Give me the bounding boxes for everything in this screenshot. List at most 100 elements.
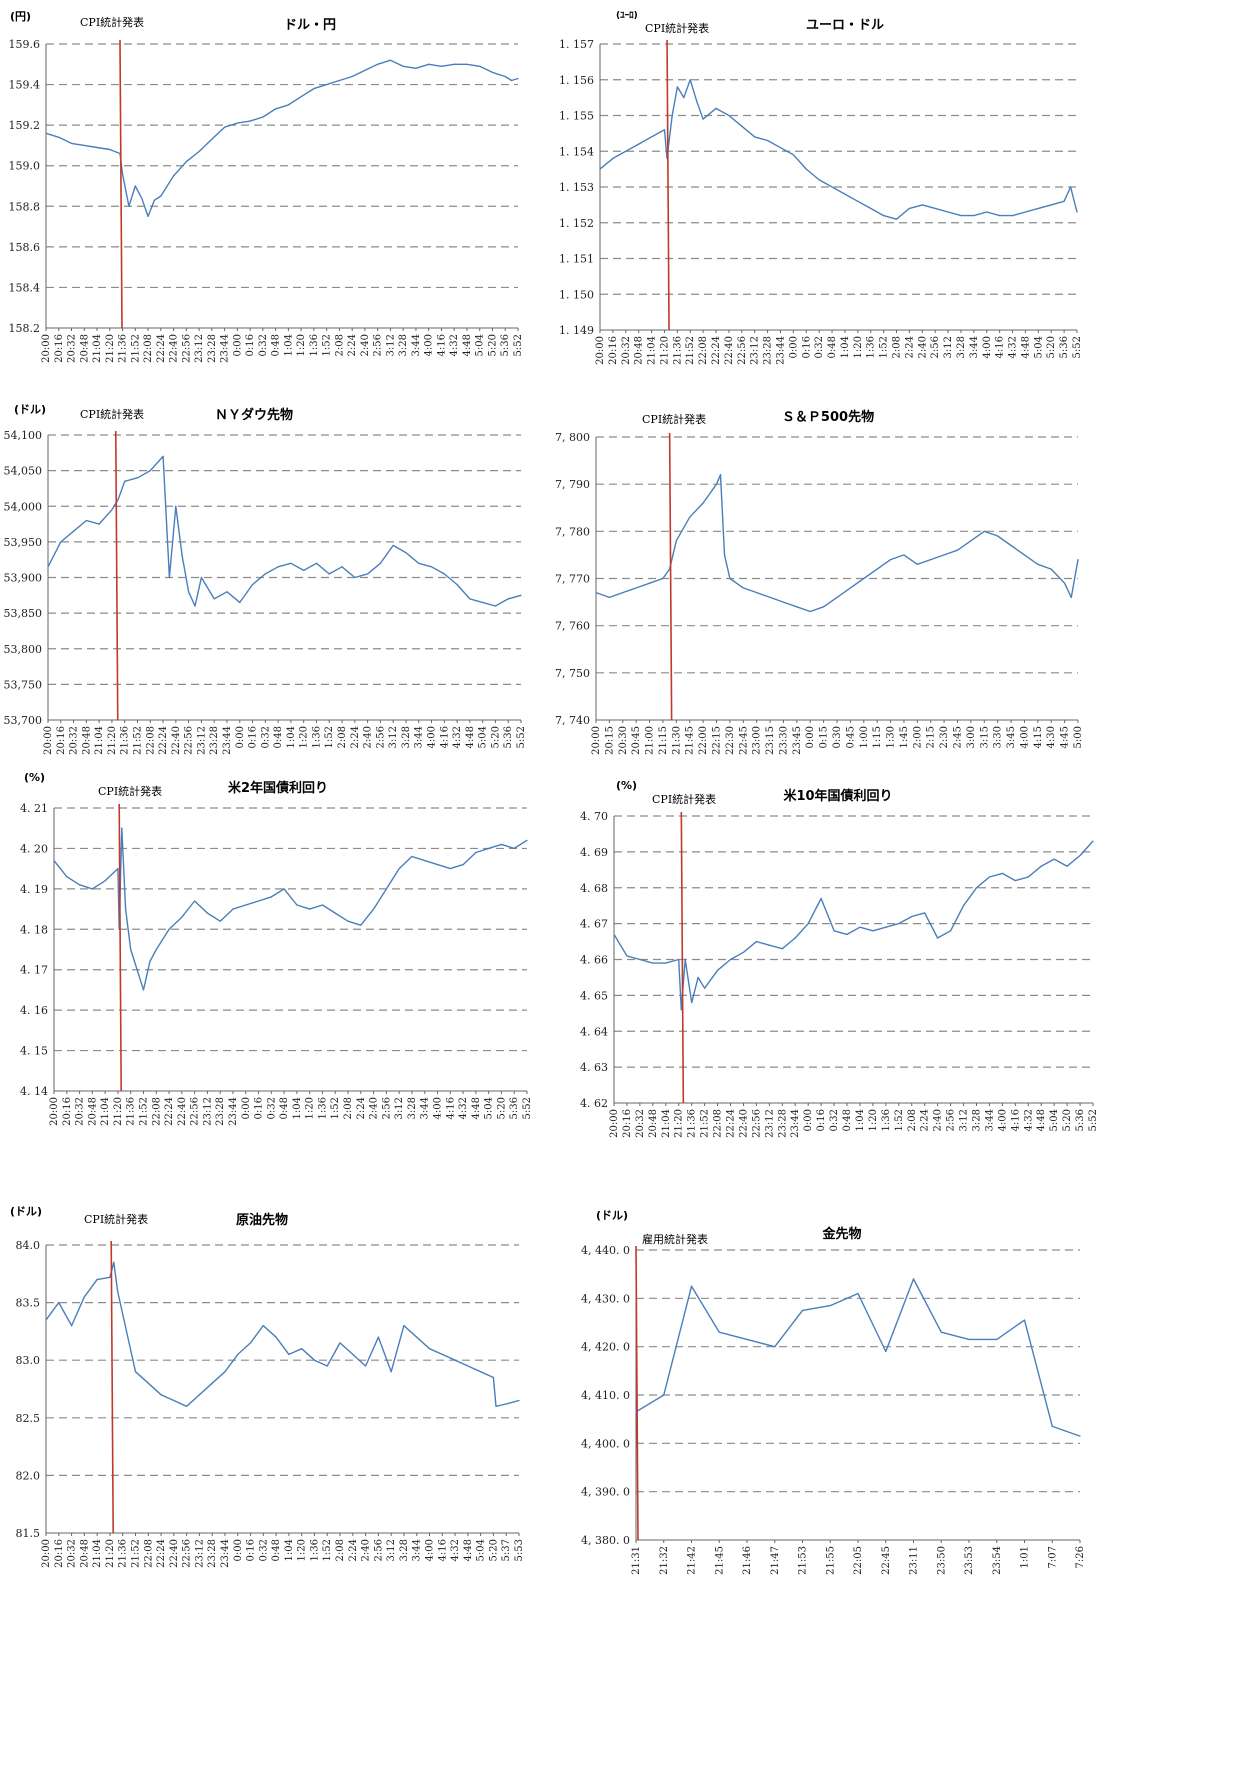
data-point [818, 179, 820, 181]
data-point [198, 150, 200, 153]
data-point [411, 855, 413, 858]
data-point [366, 573, 369, 575]
x-tick-label: 5:20 [487, 334, 498, 356]
data-point [504, 75, 506, 78]
y-tick-label: 4, 420. 0 [581, 1341, 630, 1354]
x-tick-label: 23:12 [194, 334, 205, 363]
data-point [1050, 568, 1052, 570]
data-point [635, 1411, 637, 1413]
event-label: CPI統計発表 [642, 413, 707, 426]
x-tick-label: 22:24 [711, 336, 722, 365]
data-point [155, 948, 157, 951]
x-tick-label: 23:28 [777, 1109, 788, 1138]
data-point [488, 847, 490, 850]
x-tick-label: 1:52 [330, 1097, 341, 1119]
unit-label: (ドル) [14, 403, 47, 416]
data-point [1064, 582, 1066, 584]
x-tick-label: 22:08 [698, 336, 709, 365]
y-tick-label: 158.6 [9, 241, 41, 254]
y-tick-label: 1. 157 [559, 38, 594, 51]
data-point [518, 1399, 520, 1402]
x-tick-label: 5:20 [1062, 1109, 1073, 1131]
x-tick-label: 3:28 [407, 1097, 418, 1119]
y-tick-label: 82.0 [16, 1469, 41, 1482]
x-tick-label: 5:20 [488, 1539, 499, 1561]
y-tick-label: 1. 154 [559, 145, 594, 158]
data-point [364, 1365, 367, 1367]
x-tick-label: 22:40 [738, 1109, 749, 1138]
data-point [1053, 858, 1055, 860]
x-tick-label: 0:48 [827, 336, 838, 358]
x-tick-label: 3:28 [398, 334, 409, 356]
data-point [648, 582, 651, 584]
x-tick-label: 3:44 [420, 1097, 431, 1119]
x-tick-label: 21:42 [687, 1546, 698, 1575]
event-label: CPI統計発表 [80, 408, 145, 421]
x-tick-label: 5:04 [1033, 336, 1044, 358]
data-point [997, 535, 999, 537]
y-tick-label: 7, 760 [555, 620, 590, 633]
data-point [702, 118, 704, 120]
y-tick-label: 1. 155 [559, 110, 594, 123]
data-point [1037, 207, 1039, 210]
y-tick-label: 1. 156 [559, 74, 594, 87]
data-point [479, 65, 481, 67]
event-label: CPI統計発表 [84, 1213, 149, 1226]
x-tick-label: 5:53 [514, 1539, 525, 1561]
event-marker-line [666, 39, 670, 331]
data-point [428, 63, 430, 65]
x-tick-label: 3:00 [966, 726, 977, 748]
data-point [270, 896, 272, 898]
chart-svg: 4. 21 4. 20 4. 19 4. 18 4. 17 4. 16 4. 15 4. 14… [20, 802, 533, 1126]
data-point [47, 566, 49, 568]
data-point [185, 161, 187, 163]
data-point [341, 566, 343, 568]
data-point [211, 138, 213, 140]
data-point [326, 1365, 328, 1367]
y-tick-label: 7, 780 [555, 525, 590, 538]
y-tick-label: 158.2 [9, 322, 41, 335]
x-tick-label: 4:32 [1008, 336, 1019, 358]
x-tick-label: 0:48 [842, 1109, 853, 1131]
data-point [595, 592, 597, 594]
x-tick-label: 21:30 [671, 726, 682, 755]
data-point [505, 1403, 507, 1405]
data-point [916, 563, 918, 565]
data-point [625, 150, 627, 152]
x-tick-label: 23:54 [992, 1546, 1003, 1575]
data-point [360, 924, 362, 926]
x-tick-label: 21:53 [798, 1546, 809, 1575]
x-tick-label: 1:15 [872, 726, 883, 748]
chart-panel-sp500: CPI統計発表 Ｓ＆Ｐ500先物 7, 800 7, 790 7, 780 7, 77… [555, 395, 1220, 765]
data-point [768, 944, 770, 946]
x-tick-label: 20:30 [618, 726, 629, 755]
data-point [911, 915, 913, 918]
data-point [372, 908, 375, 910]
x-tick-label: 23:44 [228, 1097, 239, 1126]
data-point [702, 502, 704, 504]
chart-svg: 1. 157 1. 156 1. 155 1. 154 1. 153 1. 152 1. 1… [559, 38, 1083, 365]
data-point [638, 143, 640, 145]
x-tick-label: 0:16 [254, 1097, 265, 1119]
x-tick-label: 0:32 [260, 726, 271, 748]
x-tick-label: 3:12 [388, 726, 399, 748]
x-tick-label: 3:12 [385, 334, 396, 356]
data-point [937, 937, 939, 939]
data-point [469, 598, 471, 600]
data-point [430, 566, 433, 568]
x-tick-label: 2:24 [350, 726, 361, 748]
x-tick-label: 1:36 [309, 334, 320, 356]
chart-panel-eurusd: (ﾕｰﾛ) CPI統計発表 ユーロ・ドル 1. 157 1. 156 1. 155 1… [559, 0, 1220, 390]
data-point [511, 79, 513, 82]
x-tick-label: 2:15 [926, 726, 937, 748]
x-tick-label: 21:20 [113, 1097, 124, 1126]
data-point [779, 147, 782, 149]
data-point [718, 1331, 720, 1333]
data-point [613, 933, 615, 935]
x-tick-label: 2:08 [907, 1109, 918, 1131]
data-point [283, 888, 285, 890]
data-point [415, 67, 417, 69]
data-point [153, 199, 156, 201]
data-point [104, 880, 106, 882]
x-tick-label: 22:08 [713, 1109, 724, 1138]
